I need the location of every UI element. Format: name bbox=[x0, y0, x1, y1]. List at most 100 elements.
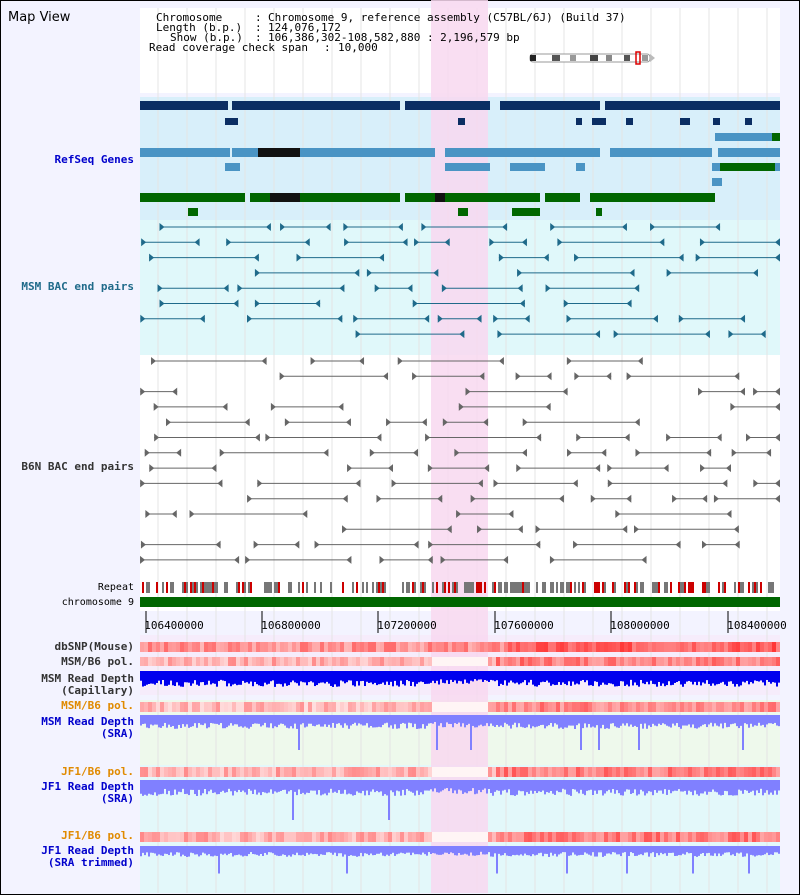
depth-bar bbox=[528, 671, 530, 683]
pol-cell bbox=[476, 702, 480, 712]
depth-bar bbox=[478, 715, 480, 726]
jf1-b6-pol-label[interactable]: JF1/B6 pol. bbox=[61, 765, 134, 778]
jf1-depth-trimmed-label-1[interactable]: JF1 Read Depth bbox=[41, 844, 134, 857]
depth-bar bbox=[160, 846, 162, 856]
msm-bac-label[interactable]: MSM BAC end pairs bbox=[21, 280, 134, 293]
depth-bar bbox=[518, 780, 520, 791]
repeat-element bbox=[664, 582, 666, 593]
repeat-element bbox=[612, 582, 614, 593]
repeat-element bbox=[684, 582, 686, 593]
depth-bar bbox=[194, 780, 196, 795]
depth-bar bbox=[258, 671, 260, 686]
pol-cell bbox=[144, 702, 148, 712]
pol-cell bbox=[168, 767, 172, 777]
depth-bar bbox=[306, 671, 308, 686]
pol-cell bbox=[536, 642, 540, 652]
depth-bar bbox=[420, 715, 422, 729]
jf1-depth-sra-label-1[interactable]: JF1 Read Depth bbox=[41, 780, 134, 793]
b6n-bac-label[interactable]: B6N BAC end pairs bbox=[21, 460, 134, 473]
gene-exon bbox=[445, 163, 490, 171]
pol-cell bbox=[776, 642, 780, 652]
depth-bar bbox=[216, 846, 218, 857]
pol-cell bbox=[164, 702, 168, 712]
bac-end-marker bbox=[421, 223, 427, 231]
bac-end-marker bbox=[726, 464, 732, 473]
gene-exon bbox=[225, 163, 240, 171]
depth-bar bbox=[708, 846, 710, 853]
depth-bar bbox=[604, 715, 606, 729]
repeat-element bbox=[468, 582, 470, 593]
pol-cell bbox=[544, 702, 548, 712]
depth-bar bbox=[188, 715, 190, 728]
bac-end-marker bbox=[427, 464, 433, 473]
msm-depth-capillary-label-1[interactable]: MSM Read Depth bbox=[41, 672, 134, 685]
msm-b6-pol-label[interactable]: MSM/B6 pol. bbox=[61, 655, 134, 668]
pol-cell bbox=[588, 702, 592, 712]
repeat-label: Repeat bbox=[97, 582, 134, 593]
pol-cell bbox=[724, 832, 728, 842]
depth-bar bbox=[574, 715, 576, 729]
pol-cell bbox=[704, 767, 708, 777]
depth-bar bbox=[428, 671, 430, 684]
pol-cell bbox=[464, 642, 468, 652]
pol-cell bbox=[772, 832, 776, 842]
depth-bar bbox=[144, 671, 146, 686]
depth-bar bbox=[662, 846, 664, 855]
msm-depth-sra-label-1[interactable]: MSM Read Depth bbox=[41, 715, 134, 728]
pol-cell bbox=[740, 642, 744, 652]
depth-bar bbox=[632, 671, 634, 686]
pol-cell bbox=[740, 832, 744, 842]
depth-bar bbox=[636, 715, 638, 727]
pol-cell bbox=[568, 657, 572, 666]
depth-bar bbox=[214, 671, 216, 684]
pol-cell bbox=[152, 767, 156, 777]
jf1-b6-pol-2-label[interactable]: JF1/B6 pol. bbox=[61, 829, 134, 842]
depth-bar bbox=[182, 780, 184, 789]
gene-exon bbox=[458, 208, 468, 216]
pol-cell bbox=[480, 702, 484, 712]
ideogram-band bbox=[590, 55, 598, 61]
bac-end-marker bbox=[484, 464, 490, 473]
depth-bar bbox=[640, 671, 642, 680]
repeat-element bbox=[242, 582, 244, 593]
depth-bar bbox=[708, 671, 710, 684]
depth-bar bbox=[774, 671, 776, 683]
pol-cell bbox=[548, 702, 552, 712]
depth-bar bbox=[696, 715, 698, 729]
depth-bar bbox=[272, 780, 274, 794]
refseq-genes-label[interactable]: RefSeq Genes bbox=[54, 153, 134, 166]
depth-bar bbox=[596, 671, 598, 682]
pol-cell bbox=[456, 767, 460, 777]
pol-cell bbox=[732, 657, 736, 666]
dbsnp-label[interactable]: dbSNP(Mouse) bbox=[54, 640, 134, 653]
pol-cell bbox=[568, 767, 572, 777]
depth-bar bbox=[558, 780, 560, 793]
depth-bar bbox=[264, 846, 266, 853]
depth-bar bbox=[360, 846, 362, 853]
depth-bar bbox=[656, 780, 658, 793]
depth-bar bbox=[442, 671, 444, 683]
depth-bar bbox=[456, 671, 458, 684]
depth-bar bbox=[710, 846, 712, 856]
depth-bar bbox=[202, 846, 204, 853]
pol-cell bbox=[196, 832, 200, 842]
depth-bar bbox=[600, 671, 602, 685]
depth-bar bbox=[732, 715, 734, 724]
pol-cell bbox=[716, 657, 720, 666]
depth-bar bbox=[394, 715, 396, 725]
depth-bar bbox=[178, 780, 180, 792]
pol-cell bbox=[168, 702, 172, 712]
pol-cell bbox=[472, 657, 476, 666]
msm-b6-pol-sra-label[interactable]: MSM/B6 pol. bbox=[61, 699, 134, 712]
bac-end-marker bbox=[427, 555, 433, 564]
pol-cell bbox=[284, 832, 288, 842]
pol-cell bbox=[716, 832, 720, 842]
depth-bar bbox=[772, 846, 774, 855]
depth-bar bbox=[292, 715, 294, 729]
depth-bar bbox=[606, 780, 608, 792]
pol-cell bbox=[704, 657, 708, 666]
pol-cell bbox=[572, 832, 576, 842]
pol-cell bbox=[760, 642, 764, 652]
depth-bar bbox=[284, 846, 286, 855]
